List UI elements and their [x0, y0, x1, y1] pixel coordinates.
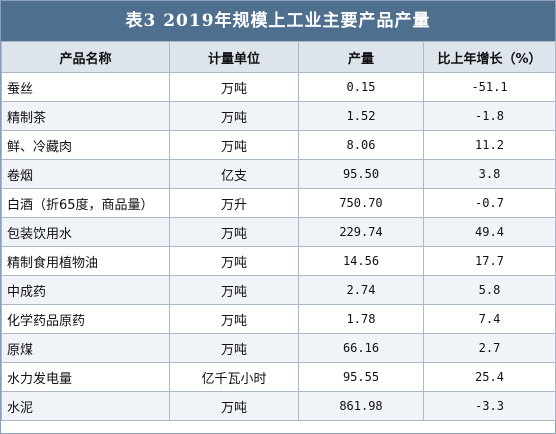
product-name-cell: 原煤 [1, 333, 170, 363]
product-name-cell: 包装饮用水 [1, 217, 170, 247]
output-cell: 1.52 [298, 101, 424, 131]
table-row: 包装饮用水 万吨 229.74 49.4 [1, 217, 556, 247]
growth-cell: 5.8 [423, 275, 556, 305]
product-name-cell: 化学药品原药 [1, 304, 170, 334]
table-row: 卷烟 亿支 95.50 3.8 [1, 159, 556, 189]
table-row: 精制食用植物油 万吨 14.56 17.7 [1, 246, 556, 276]
table-row: 水力发电量 亿千瓦小时 95.55 25.4 [1, 362, 556, 392]
growth-cell: -0.7 [423, 188, 556, 218]
unit-cell: 万吨 [169, 130, 299, 160]
product-name-cell: 精制茶 [1, 101, 170, 131]
unit-cell: 万吨 [169, 391, 299, 421]
product-name-cell: 白酒（折65度，商品量） [1, 188, 170, 218]
unit-cell: 亿支 [169, 159, 299, 189]
header-product-name: 产品名称 [1, 41, 170, 73]
unit-cell: 万吨 [169, 246, 299, 276]
growth-cell: 11.2 [423, 130, 556, 160]
output-cell: 14.56 [298, 246, 424, 276]
unit-cell: 万吨 [169, 275, 299, 305]
unit-cell: 万吨 [169, 333, 299, 363]
unit-cell: 万吨 [169, 72, 299, 102]
table-row: 原煤 万吨 66.16 2.7 [1, 333, 556, 363]
output-cell: 66.16 [298, 333, 424, 363]
product-name-cell: 中成药 [1, 275, 170, 305]
product-name-cell: 鲜、冷藏肉 [1, 130, 170, 160]
output-cell: 0.15 [298, 72, 424, 102]
product-output-table: 产品名称 计量单位 产量 比上年增长（%） 蚕丝 万吨 0.15 -51.1 精制茶 万吨… [1, 41, 556, 421]
product-name-cell: 精制食用植物油 [1, 246, 170, 276]
output-cell: 95.50 [298, 159, 424, 189]
unit-cell: 万吨 [169, 304, 299, 334]
output-cell: 2.74 [298, 275, 424, 305]
output-cell: 229.74 [298, 217, 424, 247]
table-row: 化学药品原药 万吨 1.78 7.4 [1, 304, 556, 334]
header-output: 产量 [298, 41, 424, 73]
growth-cell: -3.3 [423, 391, 556, 421]
growth-cell: -51.1 [423, 72, 556, 102]
table-title: 表3 2019年规模上工业主要产品产量 [1, 1, 555, 41]
output-cell: 8.06 [298, 130, 424, 160]
growth-cell: -1.8 [423, 101, 556, 131]
growth-cell: 25.4 [423, 362, 556, 392]
output-cell: 861.98 [298, 391, 424, 421]
table-row: 鲜、冷藏肉 万吨 8.06 11.2 [1, 130, 556, 160]
growth-cell: 17.7 [423, 246, 556, 276]
table-row: 中成药 万吨 2.74 5.8 [1, 275, 556, 305]
output-cell: 95.55 [298, 362, 424, 392]
table-header-row: 产品名称 计量单位 产量 比上年增长（%） [1, 41, 556, 73]
header-growth: 比上年增长（%） [423, 41, 556, 73]
output-cell: 1.78 [298, 304, 424, 334]
growth-cell: 49.4 [423, 217, 556, 247]
product-name-cell: 卷烟 [1, 159, 170, 189]
table-row: 白酒（折65度，商品量） 万升 750.70 -0.7 [1, 188, 556, 218]
growth-cell: 3.8 [423, 159, 556, 189]
product-name-cell: 蚕丝 [1, 72, 170, 102]
unit-cell: 万吨 [169, 101, 299, 131]
table-row: 精制茶 万吨 1.52 -1.8 [1, 101, 556, 131]
unit-cell: 亿千瓦小时 [169, 362, 299, 392]
header-unit: 计量单位 [169, 41, 299, 73]
product-name-cell: 水力发电量 [1, 362, 170, 392]
unit-cell: 万吨 [169, 217, 299, 247]
unit-cell: 万升 [169, 188, 299, 218]
product-name-cell: 水泥 [1, 391, 170, 421]
growth-cell: 2.7 [423, 333, 556, 363]
table-row: 蚕丝 万吨 0.15 -51.1 [1, 72, 556, 102]
growth-cell: 7.4 [423, 304, 556, 334]
output-cell: 750.70 [298, 188, 424, 218]
table-row: 水泥 万吨 861.98 -3.3 [1, 391, 556, 421]
